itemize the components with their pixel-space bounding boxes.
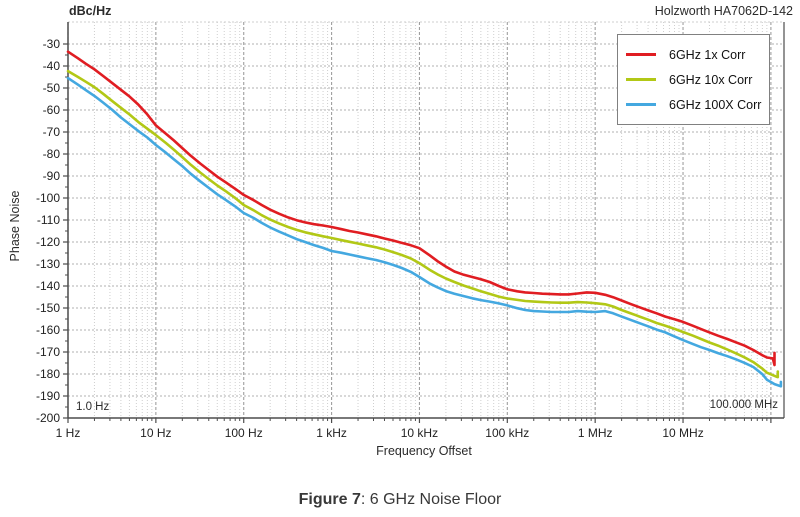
svg-text:10 MHz: 10 MHz <box>662 426 703 440</box>
svg-text:-110: -110 <box>37 213 60 227</box>
y-axis-unit-label: dBc/Hz <box>69 4 112 18</box>
legend-label: 6GHz 10x Corr <box>669 72 753 87</box>
y-axis-title: Phase Noise <box>8 190 22 262</box>
svg-text:-200: -200 <box>36 411 60 425</box>
svg-text:-90: -90 <box>43 169 61 183</box>
svg-text:-180: -180 <box>36 367 60 381</box>
figure-caption-number: Figure 7 <box>298 491 361 508</box>
svg-text:-170: -170 <box>36 345 60 359</box>
svg-text:-50: -50 <box>43 81 61 95</box>
svg-text:10 kHz: 10 kHz <box>401 426 438 440</box>
svg-text:10 Hz: 10 Hz <box>140 426 171 440</box>
green-line-swatch <box>626 78 656 81</box>
svg-text:-100: -100 <box>36 191 60 205</box>
svg-text:100 Hz: 100 Hz <box>225 426 263 440</box>
svg-text:-190: -190 <box>36 389 60 403</box>
svg-text:-130: -130 <box>36 257 60 271</box>
legend-item: 6GHz 10x Corr <box>626 67 769 92</box>
svg-text:1 kHz: 1 kHz <box>316 426 347 440</box>
svg-text:-80: -80 <box>43 147 61 161</box>
series-line-1 <box>66 69 780 379</box>
svg-text:-30: -30 <box>43 37 61 51</box>
series-line-0 <box>66 50 776 367</box>
figure-caption: Figure 7: 6 GHz Noise Floor <box>0 491 800 509</box>
svg-text:1 MHz: 1 MHz <box>578 426 613 440</box>
svg-text:-40: -40 <box>43 59 61 73</box>
svg-text:-150: -150 <box>36 301 60 315</box>
stop-frequency-annotation: 100.000 MHz <box>709 399 778 411</box>
start-frequency-annotation: 1.0 Hz <box>76 401 110 413</box>
legend-label: 6GHz 1x Corr <box>669 47 746 62</box>
legend-label: 6GHz 100X Corr <box>669 97 762 112</box>
legend-item: 6GHz 100X Corr <box>626 92 769 117</box>
blue-line-swatch <box>626 103 656 106</box>
instrument-title: Holzworth HA7062D-142 <box>654 4 793 18</box>
svg-text:-60: -60 <box>43 103 61 117</box>
noise-plot: -30 -40 -50 -60 -70 -80 -90 -100 -110 -120 -130 -14… <box>36 21 785 440</box>
svg-text:-70: -70 <box>43 125 61 139</box>
series-line-2 <box>66 76 783 388</box>
svg-text:-140: -140 <box>36 279 60 293</box>
legend: 6GHz 1x Corr 6GHz 10x Corr 6GHz 100X Cor… <box>617 34 770 125</box>
svg-text:100 kHz: 100 kHz <box>485 426 529 440</box>
figure-caption-text: : 6 GHz Noise Floor <box>360 491 502 508</box>
x-axis-title: Frequency Offset <box>376 444 472 458</box>
svg-text:-120: -120 <box>36 235 60 249</box>
svg-text:-160: -160 <box>36 323 60 337</box>
legend-item: 6GHz 1x Corr <box>626 42 769 67</box>
red-line-swatch <box>626 53 656 56</box>
svg-text:1 Hz: 1 Hz <box>56 426 81 440</box>
